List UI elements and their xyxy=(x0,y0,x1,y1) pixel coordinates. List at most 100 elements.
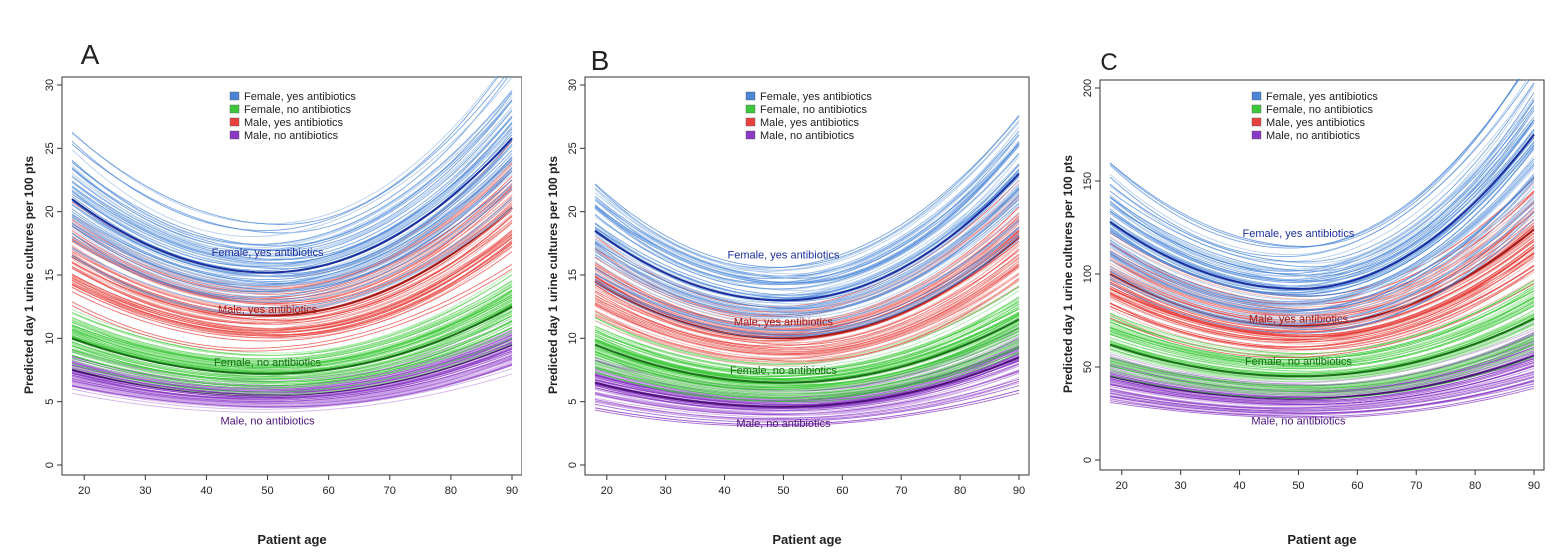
y-tick-label: 30 xyxy=(44,79,56,91)
series-1-curve xyxy=(594,260,1020,352)
series-1-curve xyxy=(71,222,513,325)
series-2-curve xyxy=(1109,314,1535,375)
series-label-1: Male, yes antibiotics xyxy=(734,317,834,329)
series-1-curve xyxy=(594,272,1020,359)
series-3-curve xyxy=(594,385,1020,423)
series-1-curve xyxy=(71,229,513,329)
series-1-curve xyxy=(71,233,513,332)
series-2-curve xyxy=(71,343,513,396)
series-0-curve xyxy=(71,108,513,256)
series-0-curve xyxy=(1109,99,1535,272)
series-2-curve xyxy=(594,346,1020,399)
legend-swatch xyxy=(1251,117,1262,127)
series-1-mean-line xyxy=(1109,228,1535,328)
series-1-curve xyxy=(1109,283,1535,359)
y-tick-label: 0 xyxy=(567,462,579,468)
x-tick-label: 50 xyxy=(777,485,789,497)
series-0-curve xyxy=(594,130,1020,277)
y-tick-label: 30 xyxy=(567,79,579,91)
series-3-curve xyxy=(1109,375,1535,412)
panel-a: Female, yes antibiotics Male, yes antibio… xyxy=(0,0,523,549)
series-0-curve xyxy=(594,221,1020,329)
series-0-curve xyxy=(71,66,513,232)
plot-top-mask xyxy=(1101,0,1543,79)
series-2-curve xyxy=(71,315,513,380)
x-tick-label: 20 xyxy=(78,485,90,497)
series-2-curve xyxy=(71,320,513,383)
series-0-curve xyxy=(1109,92,1535,268)
series-2-curve xyxy=(71,327,513,387)
series-1-curve xyxy=(1109,265,1535,348)
series-0-curve xyxy=(594,189,1020,311)
panel-letter: A xyxy=(81,39,100,70)
series-3-curve xyxy=(71,355,513,403)
series-0-curve xyxy=(71,184,513,301)
series-2-curve xyxy=(594,351,1020,402)
series-3-curve xyxy=(594,363,1020,411)
series-1-curve xyxy=(71,240,513,335)
series-label-0: Female, yes antibiotics xyxy=(1242,228,1354,240)
legend-swatch xyxy=(229,130,240,140)
series-2-curve xyxy=(1109,309,1535,372)
series-2-curve xyxy=(1109,341,1535,391)
series-0-curve xyxy=(1109,99,1535,271)
series-2-curve xyxy=(1109,332,1535,386)
series-0-curve xyxy=(1109,110,1535,278)
series-0-curve xyxy=(1109,194,1535,322)
series-3-curve xyxy=(1109,387,1535,419)
chart-c: Female, yes antibiotics Male, yes antibio… xyxy=(1061,0,1545,547)
series-0-curve xyxy=(1109,210,1535,330)
series-0-curve xyxy=(594,203,1020,319)
series-3-curve xyxy=(71,368,513,410)
series-3-curve xyxy=(71,352,513,401)
y-axis-label: Predicted day 1 urine cultures per 100 p… xyxy=(546,156,560,394)
series-2-curve xyxy=(1109,348,1535,395)
chart-b: Female, yes antibiotics Male, yes antibio… xyxy=(546,0,1030,547)
series-1-curve xyxy=(71,220,513,324)
series-1-curve xyxy=(594,253,1020,349)
series-0-curve xyxy=(71,90,513,245)
panel-c: Female, yes antibiotics Male, yes antibio… xyxy=(1044,0,1566,549)
series-2-curve xyxy=(1109,327,1535,383)
plot-top-mask xyxy=(586,0,1028,76)
series-0-curve xyxy=(594,179,1020,305)
series-3-curve xyxy=(594,381,1020,421)
series-1-curve xyxy=(1109,264,1535,348)
series-1-curve xyxy=(1109,235,1535,331)
series-0-curve xyxy=(594,205,1020,319)
series-2-curve xyxy=(594,314,1020,381)
series-0-curve xyxy=(594,144,1020,285)
series-0-curve xyxy=(71,96,513,249)
x-tick-label: 80 xyxy=(445,485,457,497)
legend-swatch xyxy=(229,104,240,114)
series-0-lines xyxy=(1109,68,1535,334)
series-0-curve xyxy=(71,129,513,269)
series-2-curve xyxy=(594,313,1020,380)
series-0-curve xyxy=(594,143,1020,284)
series-3-curve xyxy=(71,350,513,400)
x-tick-label: 60 xyxy=(1351,480,1363,492)
x-tick-label: 30 xyxy=(660,485,672,497)
panel-letter: C xyxy=(1100,49,1117,76)
series-1-curve xyxy=(71,243,513,337)
x-tick-label: 90 xyxy=(1013,485,1025,497)
series-2-curve xyxy=(71,294,513,368)
series-0-curve xyxy=(594,144,1020,285)
legend-label: Male, no antibiotics xyxy=(1266,130,1361,142)
series-2-curve xyxy=(71,274,513,357)
series-3-curve xyxy=(1109,368,1535,407)
series-1-curve xyxy=(594,262,1020,354)
legend-swatch xyxy=(1251,104,1262,114)
series-1-curve xyxy=(594,274,1020,360)
series-0-curve xyxy=(1109,147,1535,297)
series-0-curve xyxy=(71,167,513,291)
x-tick-label: 50 xyxy=(1292,480,1304,492)
series-0-curve xyxy=(71,208,513,315)
series-0-curve xyxy=(1109,160,1535,304)
panel-letter: B xyxy=(591,45,610,76)
plot-area xyxy=(594,115,1020,427)
series-0-curve xyxy=(1109,173,1535,310)
series-0-curve xyxy=(71,160,513,287)
series-0-curve xyxy=(594,134,1020,279)
